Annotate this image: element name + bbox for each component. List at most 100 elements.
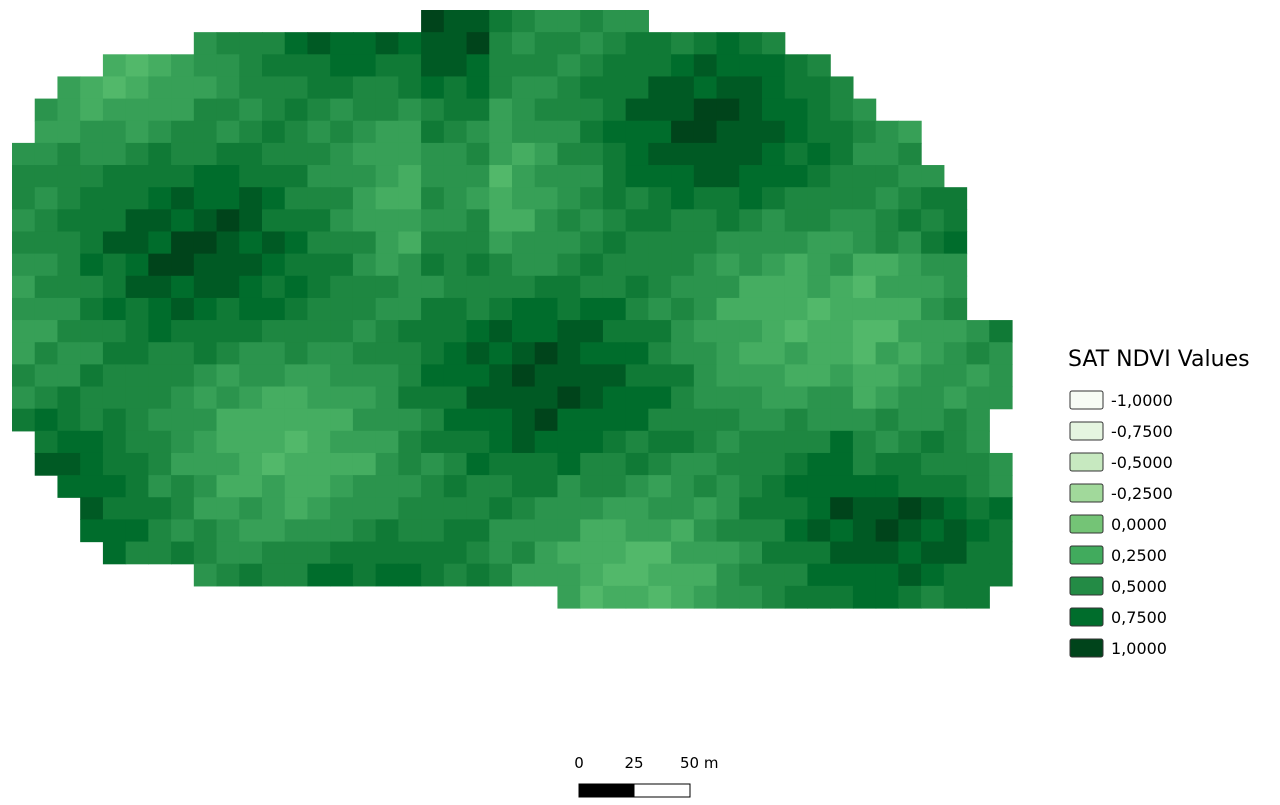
raster-cell — [739, 387, 762, 410]
raster-cell — [853, 519, 876, 542]
raster-cell — [830, 76, 853, 99]
raster-cell — [376, 542, 399, 565]
raster-cell — [285, 542, 308, 565]
raster-cell — [376, 431, 399, 454]
raster-cell — [557, 165, 580, 188]
raster-cell — [853, 320, 876, 343]
raster-cell — [489, 54, 512, 77]
scale-segment — [579, 784, 634, 797]
raster-cell — [330, 519, 353, 542]
raster-cell — [967, 519, 990, 542]
raster-cell — [171, 187, 194, 210]
raster-cell — [12, 231, 35, 254]
raster-cell — [762, 387, 785, 410]
raster-cell — [126, 187, 149, 210]
raster-cell — [557, 497, 580, 520]
raster-cell — [876, 497, 899, 520]
raster-cell — [398, 320, 421, 343]
raster-cell — [535, 364, 558, 387]
raster-cell — [398, 342, 421, 365]
raster-cell — [103, 320, 126, 343]
raster-cell — [421, 54, 444, 77]
raster-cell — [262, 121, 285, 144]
raster-cell — [194, 276, 217, 299]
raster-cell — [626, 542, 649, 565]
raster-cell — [898, 387, 921, 410]
raster-cell — [444, 121, 467, 144]
raster-cell — [694, 320, 717, 343]
raster-cell — [535, 276, 558, 299]
raster-cell — [694, 542, 717, 565]
raster-cell — [239, 298, 262, 321]
raster-cell — [35, 387, 58, 410]
raster-cell — [603, 276, 626, 299]
raster-cell — [717, 342, 740, 365]
raster-cell — [489, 276, 512, 299]
raster-cell — [898, 497, 921, 520]
raster-cell — [194, 99, 217, 122]
raster-cell — [535, 342, 558, 365]
raster-cell — [353, 519, 376, 542]
raster-cell — [467, 320, 490, 343]
raster-cell — [421, 387, 444, 410]
raster-cell — [239, 54, 262, 77]
raster-cell — [648, 320, 671, 343]
raster-cell — [262, 564, 285, 587]
raster-cell — [762, 497, 785, 520]
raster-cell — [603, 320, 626, 343]
raster-cell — [557, 76, 580, 99]
raster-cell — [285, 475, 308, 498]
raster-cell — [239, 99, 262, 122]
raster-cell — [535, 209, 558, 232]
raster-cell — [648, 431, 671, 454]
raster-cell — [944, 387, 967, 410]
raster-cell — [353, 298, 376, 321]
raster-cell — [330, 364, 353, 387]
raster-cell — [126, 387, 149, 410]
raster-cell — [626, 342, 649, 365]
raster-cell — [126, 143, 149, 166]
raster-cell — [512, 143, 535, 166]
raster-cell — [853, 99, 876, 122]
raster-cell — [989, 497, 1012, 520]
raster-cell — [35, 209, 58, 232]
raster-cell — [376, 32, 399, 55]
raster-cell — [807, 431, 830, 454]
raster-cell — [944, 320, 967, 343]
raster-cell — [830, 586, 853, 609]
raster-cell — [376, 475, 399, 498]
raster-cell — [262, 165, 285, 188]
raster-cell — [603, 209, 626, 232]
raster-cell — [239, 187, 262, 210]
raster-cell — [762, 231, 785, 254]
raster-cell — [80, 453, 103, 476]
raster-cell — [444, 387, 467, 410]
raster-cell — [353, 121, 376, 144]
raster-cell — [217, 276, 240, 299]
raster-cell — [762, 298, 785, 321]
raster-cell — [489, 121, 512, 144]
raster-cell — [853, 364, 876, 387]
raster-cell — [217, 121, 240, 144]
raster-cell — [239, 342, 262, 365]
raster-cell — [762, 76, 785, 99]
raster-cell — [694, 187, 717, 210]
raster-cell — [376, 76, 399, 99]
raster-cell — [171, 497, 194, 520]
raster-cell — [580, 409, 603, 432]
raster-cell — [262, 497, 285, 520]
raster-cell — [421, 99, 444, 122]
raster-cell — [557, 99, 580, 122]
raster-cell — [876, 320, 899, 343]
raster-cell — [989, 387, 1012, 410]
raster-cell — [285, 431, 308, 454]
raster-cell — [330, 409, 353, 432]
raster-cell — [57, 342, 80, 365]
raster-cell — [57, 143, 80, 166]
raster-cell — [512, 276, 535, 299]
raster-cell — [989, 519, 1012, 542]
raster-cell — [239, 254, 262, 277]
raster-cell — [512, 497, 535, 520]
raster-cell — [398, 254, 421, 277]
raster-cell — [717, 409, 740, 432]
